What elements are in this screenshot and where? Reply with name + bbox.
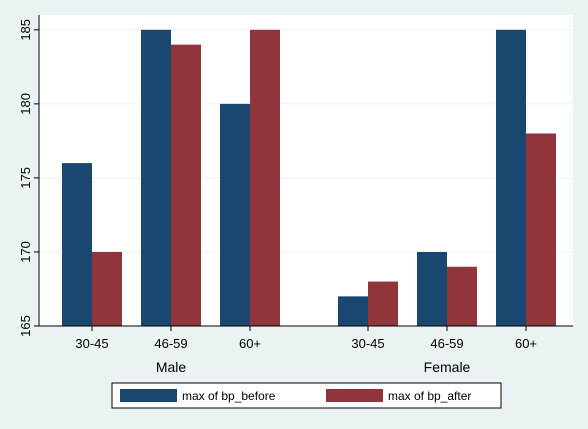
bar-max-of-bp-before-male-60+	[220, 103, 250, 326]
y-axis-ticks: 165 170 175 180 185	[18, 19, 39, 337]
y-tick-label: 185	[18, 19, 33, 41]
bar-max-of-bp-before-female-46-59	[417, 251, 447, 326]
bar-max-of-bp-before-male-30-45	[62, 163, 92, 326]
y-tick-label: 165	[18, 315, 33, 337]
bar-max-of-bp-after-female-46-59	[447, 266, 477, 326]
bar-max-of-bp-before-female-30-45	[338, 296, 368, 326]
legend-label-bp-after: max of bp_after	[388, 389, 471, 403]
x-category-label: 60+	[239, 336, 261, 351]
legend: max of bp_before max of bp_after	[111, 382, 502, 409]
x-category-label: 46-59	[430, 336, 463, 351]
bar-max-of-bp-after-male-46-59	[171, 44, 201, 326]
y-tick-label: 180	[18, 93, 33, 115]
bar-max-of-bp-before-male-46-59	[141, 29, 171, 327]
x-axis-labels: 30-45 46-59 60+ Male 30-45 46-59 60+ Female	[75, 326, 537, 375]
bar-max-of-bp-before-female-60+	[496, 29, 526, 327]
legend-label-bp-before: max of bp_before	[182, 389, 276, 403]
x-group-label: Male	[156, 359, 187, 375]
bar-max-of-bp-after-female-60+	[526, 133, 556, 326]
x-category-label: 30-45	[75, 336, 108, 351]
y-tick-label: 175	[18, 167, 33, 189]
x-category-label: 30-45	[351, 336, 384, 351]
plot-area	[39, 15, 573, 326]
x-category-label: 60+	[515, 336, 537, 351]
y-tick-label: 170	[18, 241, 33, 263]
bar-max-of-bp-after-male-60+	[250, 29, 280, 327]
legend-swatch-bp-after	[326, 389, 383, 402]
legend-swatch-bp-before	[120, 389, 177, 402]
bar-max-of-bp-after-male-30-45	[92, 251, 122, 326]
bar-max-of-bp-after-female-30-45	[368, 281, 398, 326]
x-group-label: Female	[424, 359, 471, 375]
x-category-label: 46-59	[154, 336, 187, 351]
bars	[62, 29, 556, 327]
